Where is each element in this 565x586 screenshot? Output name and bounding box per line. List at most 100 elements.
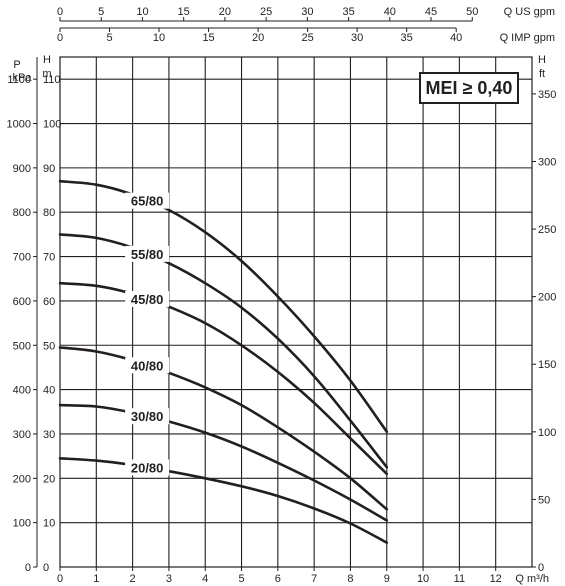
x-tick-label: 4 [202,573,208,585]
x-axis-label: Q m³/h [515,573,549,585]
curve-20-80 [58,457,389,544]
kpa-tick-label: 600 [13,296,31,308]
m-tick-label: 10 [43,518,55,530]
imp-gpm-tick-label: 0 [57,32,63,44]
curve-label-45-80: 45/80 [131,292,164,307]
m-tick-label: 50 [43,340,55,352]
kpa-tick-label: 200 [13,473,31,485]
imp-gpm-tick-label: 40 [450,32,462,44]
us-gpm-tick-label: 30 [301,6,313,18]
kpa-tick-label: 400 [13,385,31,397]
m-axis-label-unit: m [42,68,51,80]
x-tick-label: 10 [417,573,429,585]
m-tick-label: 0 [43,562,49,574]
kpa-tick-label: 100 [13,518,31,530]
curve-65-80 [58,179,389,433]
curve-label-20-80: 20/80 [131,460,164,475]
imp-gpm-axis-label: Q IMP gpm [500,32,555,44]
plot-frame [59,56,533,568]
imp-gpm-tick-label: 25 [301,32,313,44]
curve-labels: 65/80 55/80 45/80 40/80 30/80 20/80 [125,192,170,476]
x-tick-label: 1 [93,573,99,585]
imp-gpm-tick-label: 10 [153,32,165,44]
ft-axis-label-top: H [538,54,546,66]
m-tick-label: 40 [43,385,55,397]
curve-label-30-80: 30/80 [131,409,164,424]
kpa-axis-label-top: P [13,59,20,71]
ft-tick-label: 200 [538,292,556,304]
ft-tick-label: 250 [538,224,556,236]
x-tick-label: 2 [130,573,136,585]
x-tick-label: 11 [454,573,465,585]
curve-label-bg [125,459,170,476]
x-tick-label: 12 [490,573,502,585]
curve-label-bg [125,192,170,209]
kpa-tick-label: 800 [13,207,31,219]
us-gpm-tick-label: 5 [98,6,104,18]
curve-label-65-80: 65/80 [131,194,164,209]
ft-tick-label: 50 [538,494,550,506]
grid [59,56,533,568]
x-tick-label: 6 [275,573,281,585]
curve-40-80 [58,346,389,511]
imp-gpm-tick-label: 35 [401,32,413,44]
ft-tick-label: 100 [538,427,556,439]
us-gpm-tick-label: 0 [57,6,63,18]
x-tick-label: 8 [347,573,353,585]
m-tick-label: 20 [43,473,55,485]
m-tick-label: 110 [43,74,61,86]
x-tick-label: 0 [57,573,63,585]
x-tick-label: 5 [238,573,244,585]
us-gpm-tick-label: 15 [178,6,190,18]
m-tick-label: 60 [43,296,55,308]
m-tick-label: 90 [43,163,55,175]
curves [58,179,389,544]
curve-55-80 [58,233,389,469]
mei-badge: MEI ≥ 0,40 [419,72,519,104]
curve-30-80 [58,403,389,522]
kpa-tick-label: 500 [13,340,31,352]
us-gpm-tick-label: 35 [342,6,354,18]
kpa-tick-label: 900 [13,163,31,175]
us-gpm-tick-label: 40 [384,6,396,18]
ft-tick-label: 150 [538,359,556,371]
x-tick-label: 3 [166,573,172,585]
kpa-axis-label-unit: kPa [13,72,33,84]
kpa-tick-label: 0 [25,562,31,574]
axes: 0 1 2 3 4 5 6 7 8 9 10 11 12 Q m³/h0 5 10 15 20 25 30 35 40 45… [7,6,557,585]
ft-tick-label: 0 [538,562,544,574]
ft-tick-label: 300 [538,156,556,168]
kpa-tick-label: 1000 [7,119,31,131]
us-gpm-tick-label: 45 [425,6,437,18]
imp-gpm-tick-label: 20 [252,32,264,44]
ft-axis-label-unit: ft [539,68,545,80]
curve-label-bg [125,245,170,262]
us-gpm-tick-label: 25 [260,6,272,18]
kpa-tick-label: 1100 [7,74,31,86]
x-tick-label: 7 [311,573,317,585]
us-gpm-tick-label: 50 [466,6,478,18]
curve-label-40-80: 40/80 [131,358,164,373]
x-tick-label: 9 [384,573,390,585]
m-tick-label: 100 [43,119,61,131]
m-tick-label: 80 [43,207,55,219]
curve-label-55-80: 55/80 [131,247,164,262]
us-gpm-axis-label: Q US gpm [504,6,555,18]
ft-tick-label: 350 [538,89,556,101]
kpa-tick-label: 700 [13,252,31,264]
imp-gpm-tick-label: 30 [351,32,363,44]
us-gpm-tick-label: 10 [136,6,148,18]
m-tick-label: 30 [43,429,55,441]
imp-gpm-tick-label: 5 [106,32,112,44]
curve-label-bg [125,408,170,425]
curve-label-bg [125,357,170,374]
mei-label: MEI ≥ 0,40 [425,77,513,98]
m-tick-label: 70 [43,252,55,264]
us-gpm-tick-label: 20 [219,6,231,18]
kpa-tick-label: 300 [13,429,31,441]
curve-45-80 [58,281,389,476]
curve-label-bg [125,290,170,307]
m-axis-label-top: H [43,54,51,66]
imp-gpm-tick-label: 15 [202,32,214,44]
